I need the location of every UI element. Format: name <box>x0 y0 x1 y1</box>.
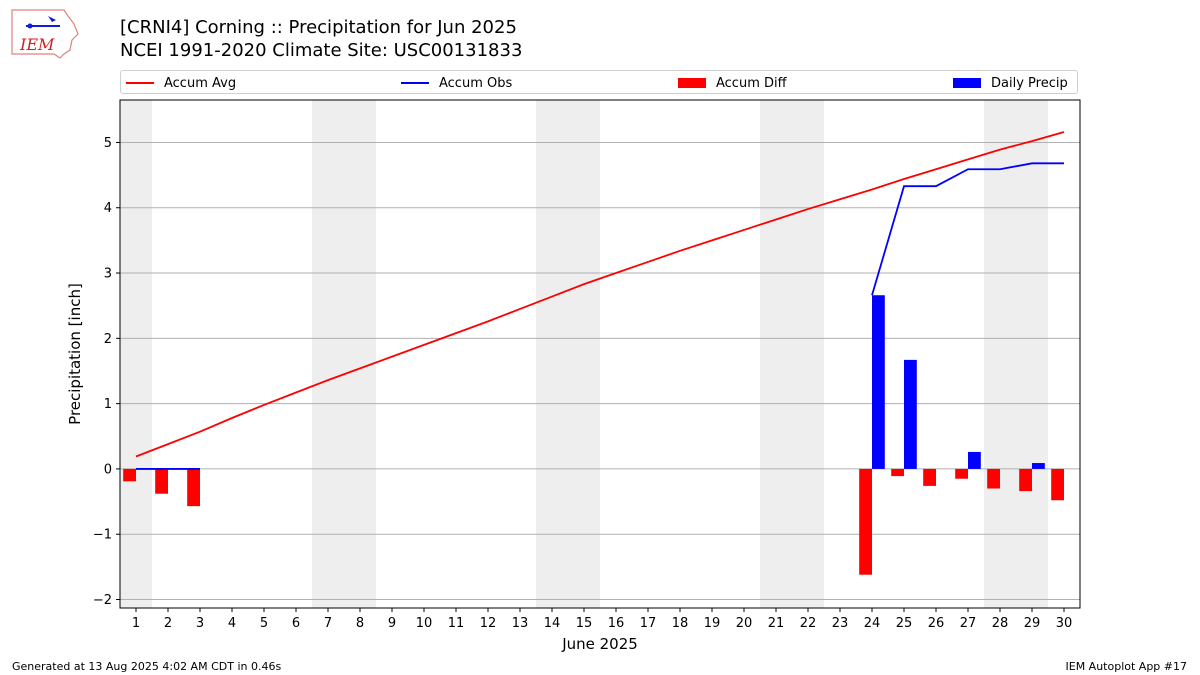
x-tick-label-7: 8 <box>356 616 364 631</box>
y-tick-label-3: 1 <box>104 397 112 412</box>
legend-label-accum-avg: Accum Avg <box>164 75 237 91</box>
legend-accum-avg: Accum Avg <box>126 74 236 92</box>
x-tick-label-21: 22 <box>800 616 817 631</box>
legend-swatch-accum-diff <box>678 78 706 88</box>
daily-precip-bar-day-29 <box>1032 463 1045 469</box>
y-tick-label-0: −2 <box>93 593 112 608</box>
accum-diff-bar-day-27 <box>955 468 968 479</box>
x-tick-label-2: 3 <box>196 616 204 631</box>
y-tick-label-6: 4 <box>104 201 112 216</box>
accum-diff-bar-day-1 <box>123 468 136 482</box>
x-tick-label-5: 6 <box>292 616 300 631</box>
x-tick-label-14: 15 <box>576 616 593 631</box>
accum-avg-line <box>135 131 1065 458</box>
daily-precip-bar-day-27 <box>968 451 981 469</box>
accum-diff-bar-day-26 <box>923 468 936 486</box>
x-tick-label-13: 14 <box>544 616 561 631</box>
accum-diff-bar-day-3 <box>187 468 200 507</box>
plot-frame <box>119 99 1081 609</box>
x-tick-label-26: 27 <box>960 616 977 631</box>
x-tick-label-28: 29 <box>1024 616 1041 631</box>
weekend-shade-2 <box>536 100 600 608</box>
accum-diff-bar-day-28 <box>987 468 1000 489</box>
legend-label-accum-diff: Accum Diff <box>716 75 787 91</box>
x-tick-label-6: 7 <box>324 616 332 631</box>
weekend-shade-3 <box>760 100 824 608</box>
x-tick-label-23: 24 <box>864 616 881 631</box>
legend-accum-diff: Accum Diff <box>678 74 787 92</box>
logo-text: IEM <box>19 35 55 54</box>
x-tick-label-3: 4 <box>228 616 236 631</box>
legend-label-daily-precip: Daily Precip <box>991 75 1068 91</box>
accum-diff-bar-day-30 <box>1051 468 1064 501</box>
x-tick-label-19: 20 <box>736 616 753 631</box>
weekend-shade-0 <box>120 100 152 608</box>
y-tick-label-5: 3 <box>104 267 112 282</box>
x-tick-label-9: 10 <box>416 616 433 631</box>
x-tick-label-15: 16 <box>608 616 625 631</box>
x-tick-label-29: 30 <box>1056 616 1073 631</box>
accum-diff-bar-day-29 <box>1019 468 1032 492</box>
accum-diff-bar-day-2 <box>155 468 168 494</box>
x-tick-label-25: 26 <box>928 616 945 631</box>
x-tick-label-16: 17 <box>640 616 657 631</box>
accum-obs-line-late <box>871 162 1064 296</box>
weekend-shade-4 <box>984 100 1048 608</box>
x-tick-label-27: 28 <box>992 616 1009 631</box>
accum-diff-bar-day-24 <box>859 468 872 575</box>
iem-logo: IEM <box>11 9 79 59</box>
x-tick-label-20: 21 <box>768 616 785 631</box>
daily-precip-bar-day-24 <box>872 295 885 469</box>
x-tick-label-4: 5 <box>260 616 268 631</box>
daily-precip-bar-day-25 <box>904 359 917 469</box>
legend-swatch-daily-precip <box>953 78 981 88</box>
y-tick-label-4: 2 <box>104 332 112 347</box>
x-tick-label-17: 18 <box>672 616 689 631</box>
legend: Accum Avg Accum Obs Accum Diff Daily Pre… <box>120 70 1078 94</box>
y-axis-label: Precipitation [inch] <box>66 283 84 425</box>
x-tick-label-22: 23 <box>832 616 849 631</box>
x-tick-label-11: 12 <box>480 616 497 631</box>
y-tick-label-7: 5 <box>104 136 112 151</box>
y-tick-label-1: −1 <box>93 528 112 543</box>
iowa-outline-icon <box>11 9 79 59</box>
x-tick-label-24: 25 <box>896 616 913 631</box>
x-tick-label-0: 1 <box>132 616 140 631</box>
legend-daily-precip: Daily Precip <box>953 74 1068 92</box>
x-tick-label-18: 19 <box>704 616 721 631</box>
legend-accum-obs: Accum Obs <box>401 74 512 92</box>
legend-label-accum-obs: Accum Obs <box>439 75 513 91</box>
x-tick-label-1: 2 <box>164 616 172 631</box>
x-tick-label-8: 9 <box>388 616 396 631</box>
footer-app-id: IEM Autoplot App #17 <box>1065 660 1188 673</box>
x-tick-label-12: 13 <box>512 616 529 631</box>
chart-subtitle: NCEI 1991-2020 Climate Site: USC00131833 <box>120 40 523 61</box>
footer-generated: Generated at 13 Aug 2025 4:02 AM CDT in … <box>12 660 282 673</box>
legend-swatch-accum-obs <box>401 82 429 84</box>
accum-diff-bar-day-25 <box>891 468 904 477</box>
y-tick-label-2: 0 <box>104 462 112 477</box>
weekend-shade-1 <box>312 100 376 608</box>
x-axis-label: June 2025 <box>561 635 638 653</box>
legend-swatch-accum-avg <box>126 82 154 84</box>
chart-title: [CRNI4] Corning :: Precipitation for Jun… <box>120 17 517 38</box>
x-tick-label-10: 11 <box>448 616 465 631</box>
